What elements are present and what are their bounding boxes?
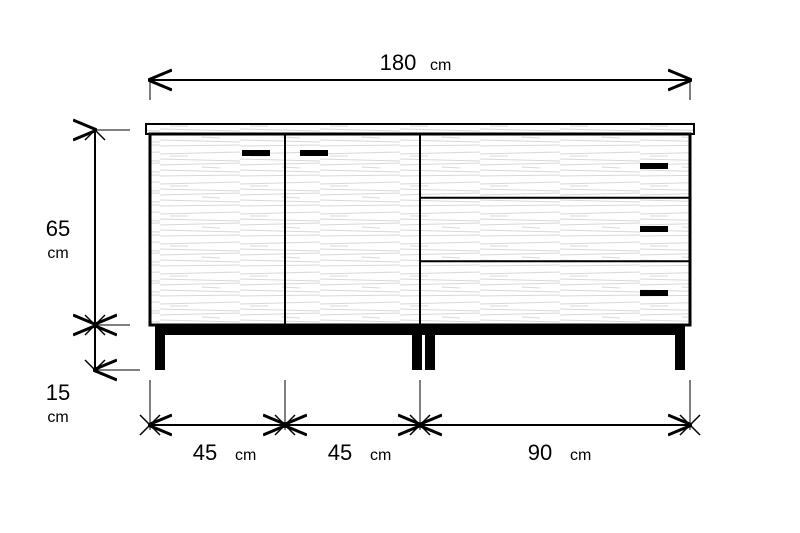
handle-door1 [242, 150, 270, 156]
dim-bot3-unit: cm [570, 447, 591, 464]
dim-bot2-unit: cm [370, 447, 391, 464]
dim-bot1-value: 45 [193, 440, 217, 465]
dim-top: 180 cm [150, 50, 690, 100]
dim-bot2-value: 45 [328, 440, 352, 465]
dim-bot3-value: 90 [528, 440, 552, 465]
dim-top-unit: cm [430, 57, 451, 74]
handle-drawer1 [640, 163, 668, 169]
dim-bottom: 45 cm 45 cm 90 cm [140, 380, 700, 465]
leg [425, 325, 435, 370]
dim-left-65: 65 cm [46, 130, 130, 325]
dimension-drawing: 180 cm 65 cm 15 cm 4 [0, 0, 800, 533]
dim-left1-unit: cm [47, 245, 68, 262]
leg [155, 325, 165, 370]
handle-drawer2 [640, 226, 668, 232]
handle-door2 [300, 150, 328, 156]
cabinet [146, 124, 694, 370]
leg [412, 325, 422, 370]
dim-bot1-unit: cm [235, 447, 256, 464]
dim-left2-value: 15 [46, 380, 70, 405]
dim-left-15: 15 cm [46, 315, 140, 426]
handle-drawer3 [640, 290, 668, 296]
dim-left1-value: 65 [46, 216, 70, 241]
dim-left2-unit: cm [47, 409, 68, 426]
dim-top-value: 180 [380, 50, 417, 75]
leg [675, 325, 685, 370]
